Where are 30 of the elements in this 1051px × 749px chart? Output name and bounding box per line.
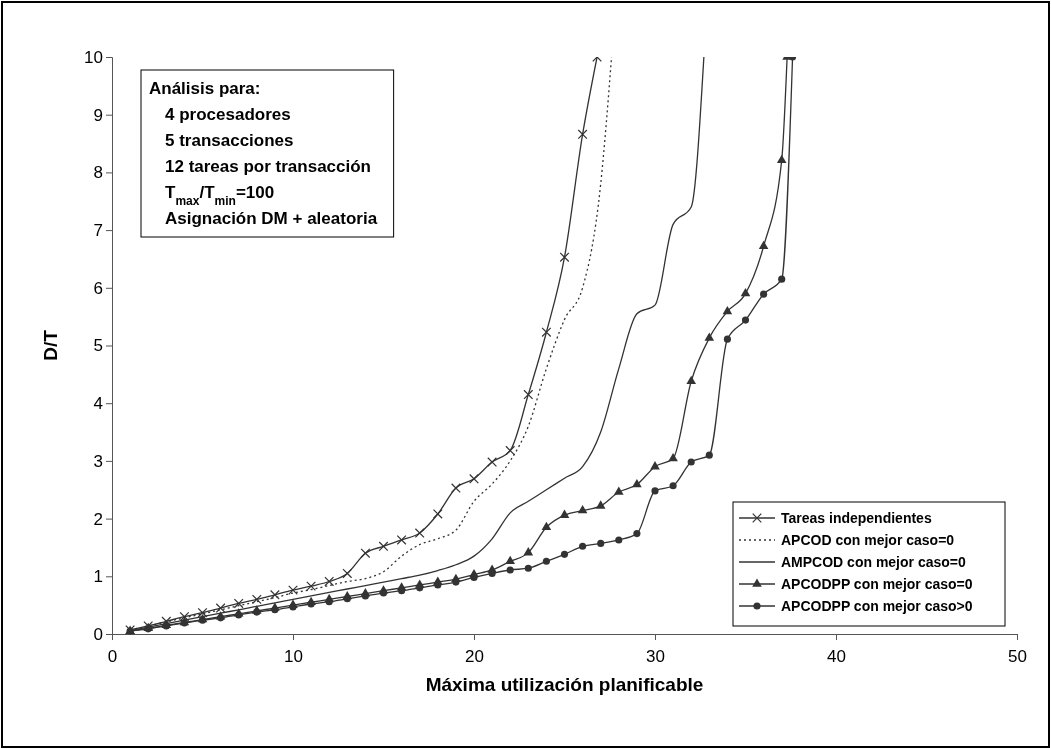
y-axis-title: D/T [40, 329, 61, 361]
y-tick-label: 10 [84, 47, 103, 67]
y-tick-label: 9 [93, 105, 103, 125]
y-tick-label: 4 [93, 394, 103, 414]
legend-label: APCODPP con mejor caso=0 [781, 576, 973, 592]
y-tick-label: 0 [93, 624, 103, 644]
annotation: Análisis para: [149, 79, 261, 98]
y-tick-label: 3 [93, 451, 103, 471]
x-tick-label: 50 [1008, 646, 1027, 666]
annotation: Asignación DM + aleatoria [165, 209, 378, 228]
legend-label: APCODPP con mejor caso>0 [781, 598, 973, 614]
x-tick-label: 0 [107, 646, 118, 666]
y-tick-label: 7 [93, 221, 103, 241]
y-tick-label: 1 [93, 567, 103, 587]
y-tick-label: 8 [93, 163, 103, 183]
y-tick-label: 6 [93, 278, 103, 298]
annotation: 12 tareas por transacción [165, 157, 371, 176]
legend-label: APCOD con mejor caso=0 [781, 532, 955, 548]
x-tick-label: 30 [646, 646, 665, 666]
x-tick-label: 10 [284, 646, 303, 666]
annotation: 4 procesadores [165, 105, 291, 124]
y-tick-label: 5 [93, 336, 103, 356]
x-axis-title: Máxima utilización planificable [425, 674, 704, 695]
annotation: T$_{max}$/T$_{min}$=100 [165, 183, 275, 208]
x-tick-label: 40 [827, 646, 846, 666]
annotation: 5 transacciones [165, 131, 294, 150]
legend-label: AMPCOD con mejor caso=0 [781, 554, 966, 570]
legend-label: Tareas independientes [781, 510, 932, 526]
y-tick-label: 2 [93, 509, 103, 529]
x-tick-label: 20 [465, 646, 484, 666]
